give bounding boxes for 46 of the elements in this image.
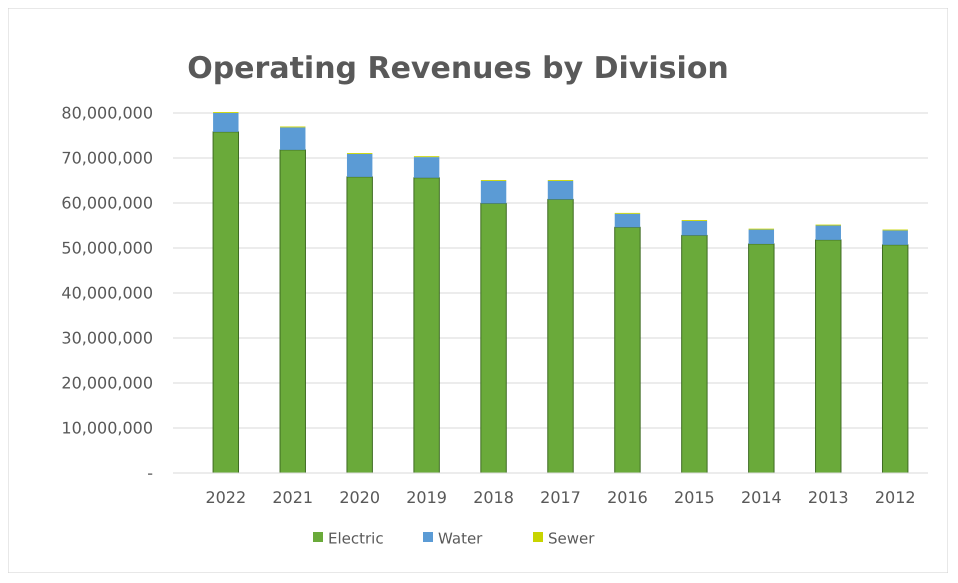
y-tick-label: 20,000,000 [61,374,153,393]
y-tick-label: 70,000,000 [61,148,153,168]
bar [280,149,306,474]
bar [346,176,373,474]
bar [212,131,240,474]
bar [280,127,306,150]
legend-label: Sewer [548,529,596,548]
bar [614,226,641,474]
legend-label: Electric [328,529,384,548]
x-tick-label: 2014 [740,488,782,507]
bar [547,198,574,474]
bar [213,113,239,132]
x-tick-label: 2019 [406,488,447,507]
y-tick-label: 60,000,000 [61,194,153,213]
bar [414,157,440,178]
bar [346,154,372,177]
x-tick-label: 2018 [473,488,514,507]
bar [480,202,507,474]
y-tick-label: 50,000,000 [61,238,153,258]
bar [748,243,775,474]
chart-title: Operating Revenues by Division [187,51,729,86]
x-tick-label: 2021 [272,488,314,507]
bar [682,221,708,236]
bar [748,230,774,244]
bar [614,214,640,228]
bar [480,180,506,204]
y-tick-label: 40,000,000 [61,284,153,303]
bar [681,234,708,474]
bar [816,226,841,240]
legend-label: Water [438,529,484,548]
bar [882,244,908,474]
bar [815,239,842,474]
x-tick-label: 2016 [607,488,648,507]
x-tick-label: 2012 [874,488,916,507]
x-tick-label: 2013 [808,488,849,507]
bar [882,230,908,245]
x-tick-label: 2020 [339,488,380,507]
y-tick-label: - [147,464,153,483]
x-tick-label: 2017 [540,488,581,507]
bar [413,177,440,474]
y-tick-label: 10,000,000 [61,418,153,438]
bar [548,180,574,200]
x-tick-label: 2015 [674,488,715,507]
y-tick-label: 30,000,000 [61,328,153,348]
y-tick-label: 80,000,000 [61,104,153,123]
x-tick-label: 2022 [205,488,246,507]
